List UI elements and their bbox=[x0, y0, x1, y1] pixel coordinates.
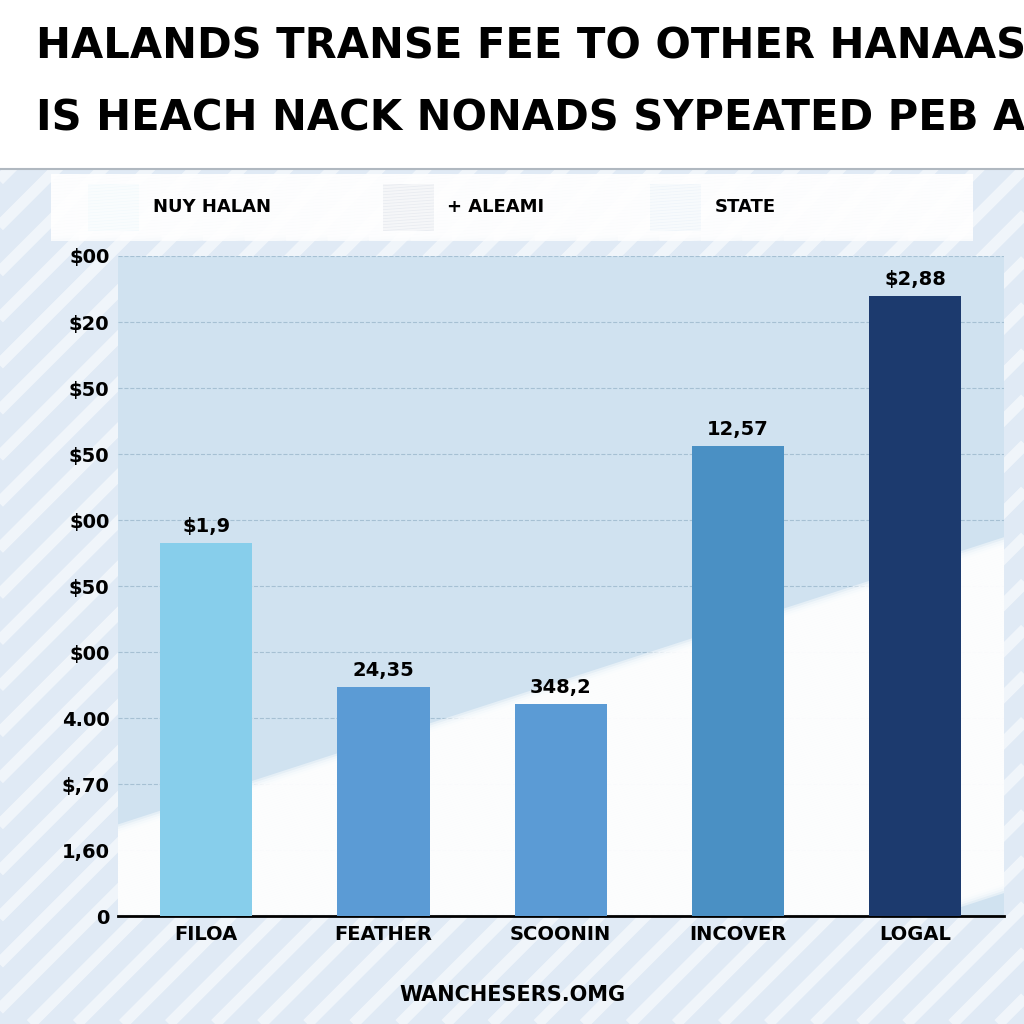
Text: 12,57: 12,57 bbox=[707, 420, 769, 438]
Text: $1,9: $1,9 bbox=[182, 517, 230, 537]
Text: 24,35: 24,35 bbox=[352, 660, 415, 680]
Text: IS HEACH NACK NONADS SYPEATED PEB AND CITY: IS HEACH NACK NONADS SYPEATED PEB AND CI… bbox=[36, 97, 1024, 139]
Bar bbox=[515, 703, 606, 916]
Text: + ALEAMI: + ALEAMI bbox=[447, 199, 545, 216]
Bar bbox=[338, 687, 429, 916]
Text: WANCHESERS.OMG: WANCHESERS.OMG bbox=[399, 985, 625, 1006]
Bar bbox=[88, 184, 139, 230]
Text: 348,2: 348,2 bbox=[529, 678, 592, 697]
Bar bbox=[383, 184, 434, 230]
Bar bbox=[692, 445, 783, 916]
Text: $2,88: $2,88 bbox=[884, 270, 946, 290]
Text: STATE: STATE bbox=[715, 199, 776, 216]
Bar bbox=[161, 543, 252, 916]
Bar bbox=[650, 184, 701, 230]
Text: HALANDS TRANSE FEE TO OTHER HANAAS: HALANDS TRANSE FEE TO OTHER HANAAS bbox=[36, 26, 1024, 68]
Bar bbox=[869, 296, 961, 916]
Text: NUY HALAN: NUY HALAN bbox=[153, 199, 270, 216]
